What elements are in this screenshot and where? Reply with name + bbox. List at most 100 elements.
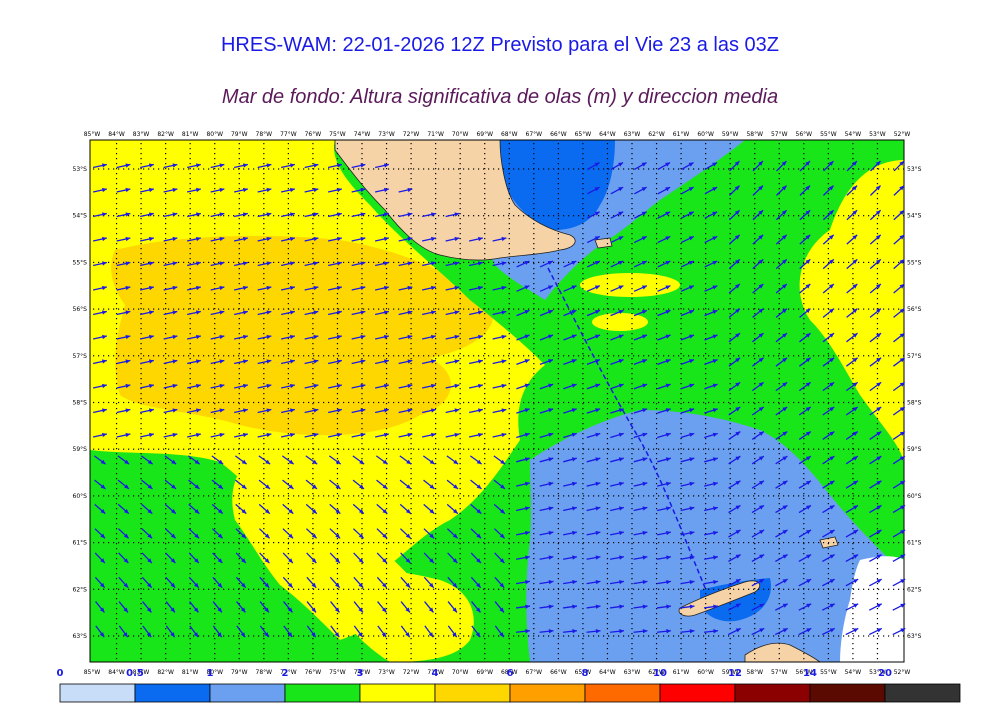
grid-dot [383, 542, 385, 544]
grid-dot [703, 215, 705, 217]
grid-dot [478, 542, 480, 544]
grid-dot [253, 448, 255, 450]
grid-dot [312, 198, 314, 200]
grid-dot [631, 233, 633, 235]
grid-dot [557, 403, 559, 405]
grid-dot [631, 193, 633, 195]
grid-dot [214, 253, 216, 255]
grid-dot [336, 298, 339, 300]
grid-dot [214, 343, 216, 345]
grid-dot [473, 448, 475, 450]
grid-dot [263, 463, 265, 465]
grid-dot [876, 178, 879, 180]
grid-dot [283, 588, 285, 590]
grid-dot [410, 163, 412, 165]
grid-dot [115, 413, 118, 415]
grid-dot [459, 183, 461, 185]
grid-dot [203, 355, 205, 357]
grid-dot [287, 153, 289, 155]
grid-dot [633, 355, 635, 357]
grid-dot [468, 261, 470, 263]
grid-dot [631, 628, 633, 630]
grid-dot [680, 273, 682, 275]
grid-dot [827, 498, 829, 500]
grid-dot [852, 363, 854, 365]
grid-dot [868, 261, 870, 263]
grid-dot [128, 355, 130, 357]
grid-dot [606, 388, 609, 390]
grid-dot [368, 355, 370, 357]
grid-dot [705, 153, 707, 155]
grid-dot [238, 448, 240, 450]
grid-dot [287, 648, 289, 650]
grid-dot [729, 303, 731, 305]
grid-dot [263, 443, 265, 445]
grid-dot [803, 553, 805, 555]
grid-dot [410, 283, 412, 285]
grid-dot [493, 542, 495, 544]
grid-dot [876, 203, 879, 205]
grid-dot [618, 168, 620, 170]
grid-dot [115, 623, 118, 625]
grid-dot [557, 503, 559, 505]
grid-dot [443, 448, 445, 450]
grid-dot [655, 633, 658, 635]
grid-dot [663, 588, 665, 590]
grid-dot [508, 623, 510, 625]
grid-dot [553, 495, 555, 497]
grid-dot [115, 463, 118, 465]
grid-dot [459, 433, 461, 435]
grid-dot [568, 308, 570, 310]
grid-dot [582, 353, 584, 355]
grid-dot [308, 401, 310, 404]
grid-dot [606, 488, 609, 490]
grid-dot [463, 308, 465, 310]
grid-dot [459, 308, 461, 310]
grid-dot [827, 358, 829, 360]
grid-dot [723, 308, 725, 310]
grid-dot [655, 343, 658, 345]
grid-dot [827, 348, 829, 350]
grid-dot [783, 215, 785, 217]
grid-dot [852, 408, 854, 410]
grid-dot [143, 355, 145, 357]
grid-dot [140, 158, 142, 160]
grid-dot [361, 483, 363, 485]
grid-dot [858, 495, 860, 497]
grid-dot [273, 308, 275, 310]
grid-dot [631, 423, 633, 425]
grid-dot [705, 208, 707, 210]
grid-dot [287, 238, 289, 240]
grid-dot [893, 261, 895, 263]
grid-dot [606, 303, 609, 305]
grid-dot [788, 401, 790, 404]
grid-dot [557, 423, 559, 425]
grid-dot [93, 355, 95, 357]
grid-dot [876, 453, 879, 455]
grid-dot [303, 495, 305, 497]
grid-dot [140, 163, 142, 165]
grid-dot [312, 173, 314, 175]
grid-dot [435, 518, 437, 520]
grid-dot [582, 393, 584, 395]
grid-dot [189, 398, 191, 400]
grid-dot [705, 653, 707, 655]
grid-dot [428, 401, 430, 404]
grid-dot [140, 343, 142, 345]
grid-dot [208, 542, 210, 544]
grid-dot [238, 428, 240, 430]
grid-dot [729, 388, 731, 390]
grid-dot [778, 358, 780, 360]
grid-dot [876, 533, 879, 535]
grid-dot [582, 553, 584, 555]
grid-dot [680, 553, 682, 555]
grid-dot [778, 343, 780, 345]
grid-dot [852, 203, 854, 205]
grid-dot [361, 383, 363, 385]
grid-dot [115, 453, 118, 455]
grid-dot [827, 438, 829, 440]
grid-dot [680, 628, 682, 630]
grid-dot [128, 401, 130, 404]
grid-dot [558, 495, 560, 497]
grid-dot [528, 588, 530, 590]
